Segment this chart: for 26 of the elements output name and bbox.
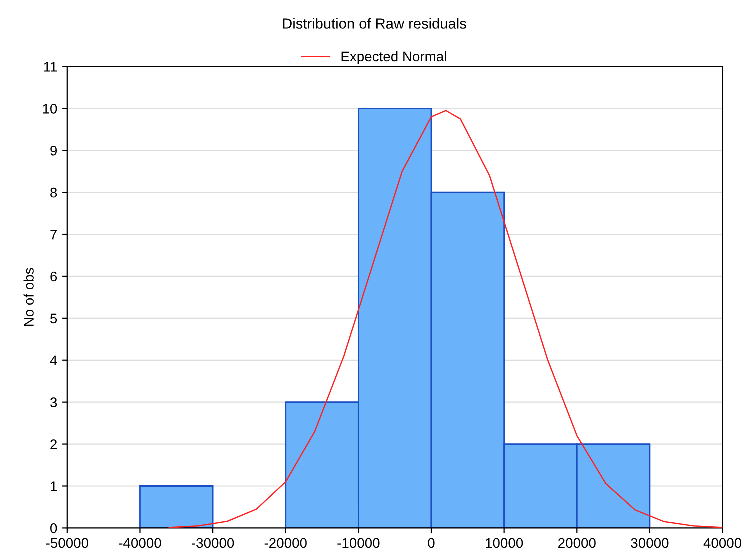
y-tick-label: 8 [50, 188, 58, 198]
x-tick-label: -30000 [192, 538, 234, 548]
y-tick-label: 3 [50, 398, 58, 408]
x-tick-label: 0 [428, 538, 435, 548]
x-tick-label: 40000 [704, 538, 742, 548]
x-tick-label: -20000 [264, 538, 307, 548]
y-tick-label: 9 [50, 146, 58, 156]
x-tick-label: -10000 [338, 538, 380, 548]
x-tick-label: 10000 [486, 538, 524, 548]
y-tick-label: 7 [50, 230, 57, 240]
y-tick-label: 0 [50, 524, 58, 534]
y-tick-label: 11 [44, 62, 58, 72]
y-axis-title: No of obs [24, 268, 34, 326]
legend-label: Expected Normal [342, 51, 446, 64]
y-tick-label: 5 [50, 314, 58, 324]
x-tick-label: -50000 [46, 538, 88, 548]
x-tick-label: 20000 [558, 538, 596, 548]
x-tick-label: -40000 [119, 538, 162, 548]
y-tick-label: 4 [50, 356, 58, 366]
y-tick-label: 2 [50, 440, 57, 450]
line-series [168, 110, 723, 528]
chart-title: Distribution of Raw residuals [283, 18, 466, 29]
y-tick-label: 1 [51, 482, 58, 492]
y-tick-label: 10 [43, 104, 58, 114]
y-tick-label: 6 [50, 272, 58, 282]
x-tick-label: 30000 [631, 538, 669, 548]
